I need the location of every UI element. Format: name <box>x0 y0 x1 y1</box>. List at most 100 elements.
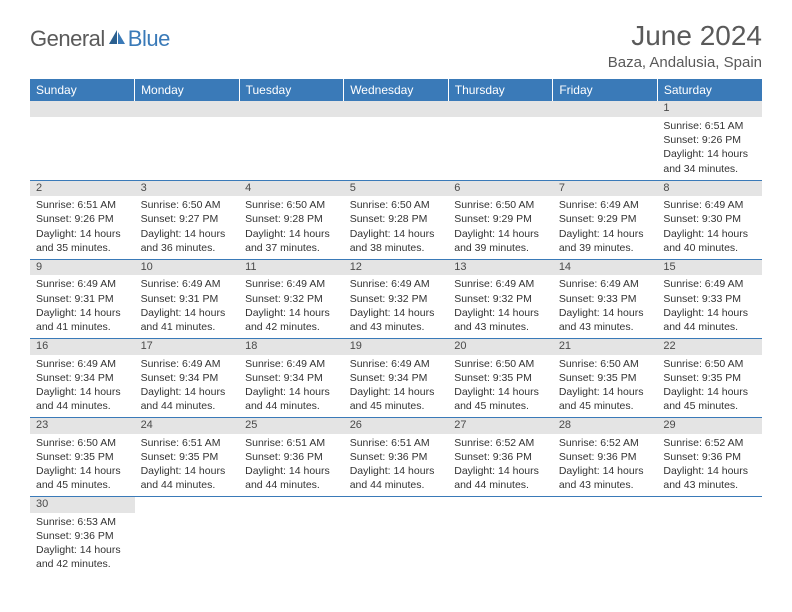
day-body-cell: Sunrise: 6:49 AMSunset: 9:33 PMDaylight:… <box>657 275 762 338</box>
day-body-row: Sunrise: 6:51 AMSunset: 9:26 PMDaylight:… <box>30 117 762 180</box>
day-number-cell: 14 <box>553 259 658 275</box>
day-number-cell <box>135 101 240 117</box>
day-number-cell: 23 <box>30 418 135 434</box>
day-number-cell: 26 <box>344 418 449 434</box>
sunset-line: Sunset: 9:34 PM <box>350 371 443 385</box>
sunset-line: Sunset: 9:33 PM <box>559 292 652 306</box>
day-number-cell: 17 <box>135 339 240 355</box>
day-body-cell: Sunrise: 6:50 AMSunset: 9:28 PMDaylight:… <box>239 196 344 259</box>
daylight-line: Daylight: 14 hours and 43 minutes. <box>663 464 756 492</box>
daylight-line: Daylight: 14 hours and 44 minutes. <box>141 385 234 413</box>
logo-text-main: General <box>30 26 105 52</box>
day-body-row: Sunrise: 6:49 AMSunset: 9:34 PMDaylight:… <box>30 355 762 418</box>
day-body-cell: Sunrise: 6:50 AMSunset: 9:35 PMDaylight:… <box>448 355 553 418</box>
day-number-cell: 11 <box>239 259 344 275</box>
day-number-cell: 12 <box>344 259 449 275</box>
weekday-header: Sunday <box>30 79 135 101</box>
daylight-line: Daylight: 14 hours and 45 minutes. <box>36 464 129 492</box>
day-number-row: 23242526272829 <box>30 418 762 434</box>
day-body-row: Sunrise: 6:50 AMSunset: 9:35 PMDaylight:… <box>30 434 762 497</box>
day-body-cell <box>344 117 449 180</box>
sunset-line: Sunset: 9:29 PM <box>559 212 652 226</box>
day-number-cell: 13 <box>448 259 553 275</box>
daylight-line: Daylight: 14 hours and 39 minutes. <box>559 227 652 255</box>
day-number-cell: 24 <box>135 418 240 434</box>
day-body-cell: Sunrise: 6:52 AMSunset: 9:36 PMDaylight:… <box>657 434 762 497</box>
day-body-cell <box>657 513 762 576</box>
sunset-line: Sunset: 9:36 PM <box>245 450 338 464</box>
calendar-page: General Blue June 2024 Baza, Andalusia, … <box>0 0 792 596</box>
sunset-line: Sunset: 9:32 PM <box>245 292 338 306</box>
sunset-line: Sunset: 9:36 PM <box>350 450 443 464</box>
sunrise-line: Sunrise: 6:53 AM <box>36 515 129 529</box>
sunset-line: Sunset: 9:34 PM <box>245 371 338 385</box>
day-body-cell <box>30 117 135 180</box>
day-body-cell: Sunrise: 6:49 AMSunset: 9:32 PMDaylight:… <box>344 275 449 338</box>
daylight-line: Daylight: 14 hours and 43 minutes. <box>350 306 443 334</box>
sunset-line: Sunset: 9:26 PM <box>663 133 756 147</box>
sunrise-line: Sunrise: 6:51 AM <box>663 119 756 133</box>
day-number-cell <box>448 497 553 513</box>
daylight-line: Daylight: 14 hours and 41 minutes. <box>36 306 129 334</box>
day-number-cell: 3 <box>135 180 240 196</box>
day-number-row: 9101112131415 <box>30 259 762 275</box>
sunset-line: Sunset: 9:33 PM <box>663 292 756 306</box>
sunset-line: Sunset: 9:29 PM <box>454 212 547 226</box>
sunset-line: Sunset: 9:30 PM <box>663 212 756 226</box>
daylight-line: Daylight: 14 hours and 41 minutes. <box>141 306 234 334</box>
sunrise-line: Sunrise: 6:51 AM <box>350 436 443 450</box>
title-block: June 2024 Baza, Andalusia, Spain <box>608 20 762 71</box>
day-body-cell: Sunrise: 6:49 AMSunset: 9:29 PMDaylight:… <box>553 196 658 259</box>
logo: General Blue <box>30 26 170 52</box>
day-body-cell <box>448 117 553 180</box>
daylight-line: Daylight: 14 hours and 38 minutes. <box>350 227 443 255</box>
sunrise-line: Sunrise: 6:51 AM <box>245 436 338 450</box>
daylight-line: Daylight: 14 hours and 40 minutes. <box>663 227 756 255</box>
sunrise-line: Sunrise: 6:50 AM <box>454 357 547 371</box>
day-body-cell: Sunrise: 6:49 AMSunset: 9:32 PMDaylight:… <box>448 275 553 338</box>
day-number-cell: 2 <box>30 180 135 196</box>
day-number-cell <box>344 497 449 513</box>
sunrise-line: Sunrise: 6:49 AM <box>141 357 234 371</box>
daylight-line: Daylight: 14 hours and 44 minutes. <box>454 464 547 492</box>
sunset-line: Sunset: 9:35 PM <box>141 450 234 464</box>
calendar-table: Sunday Monday Tuesday Wednesday Thursday… <box>30 79 762 576</box>
daylight-line: Daylight: 14 hours and 42 minutes. <box>36 543 129 571</box>
day-number-cell <box>657 497 762 513</box>
day-body-cell: Sunrise: 6:49 AMSunset: 9:31 PMDaylight:… <box>135 275 240 338</box>
day-number-cell <box>448 101 553 117</box>
weekday-header: Tuesday <box>239 79 344 101</box>
day-body-cell: Sunrise: 6:52 AMSunset: 9:36 PMDaylight:… <box>553 434 658 497</box>
sunset-line: Sunset: 9:31 PM <box>36 292 129 306</box>
month-title: June 2024 <box>608 20 762 52</box>
day-body-cell: Sunrise: 6:50 AMSunset: 9:35 PMDaylight:… <box>657 355 762 418</box>
day-number-cell: 9 <box>30 259 135 275</box>
day-body-cell: Sunrise: 6:50 AMSunset: 9:35 PMDaylight:… <box>30 434 135 497</box>
weekday-header-row: Sunday Monday Tuesday Wednesday Thursday… <box>30 79 762 101</box>
sunset-line: Sunset: 9:34 PM <box>141 371 234 385</box>
daylight-line: Daylight: 14 hours and 45 minutes. <box>350 385 443 413</box>
day-number-cell: 5 <box>344 180 449 196</box>
day-number-row: 2345678 <box>30 180 762 196</box>
daylight-line: Daylight: 14 hours and 36 minutes. <box>141 227 234 255</box>
day-number-cell: 1 <box>657 101 762 117</box>
daylight-line: Daylight: 14 hours and 45 minutes. <box>559 385 652 413</box>
sunrise-line: Sunrise: 6:49 AM <box>663 198 756 212</box>
daylight-line: Daylight: 14 hours and 43 minutes. <box>454 306 547 334</box>
weekday-header: Thursday <box>448 79 553 101</box>
day-number-cell: 16 <box>30 339 135 355</box>
daylight-line: Daylight: 14 hours and 44 minutes. <box>36 385 129 413</box>
sunset-line: Sunset: 9:35 PM <box>559 371 652 385</box>
day-body-cell <box>553 513 658 576</box>
day-body-row: Sunrise: 6:49 AMSunset: 9:31 PMDaylight:… <box>30 275 762 338</box>
sail-icon <box>107 28 127 51</box>
day-number-row: 1 <box>30 101 762 117</box>
day-number-cell: 7 <box>553 180 658 196</box>
weekday-header: Saturday <box>657 79 762 101</box>
day-body-cell: Sunrise: 6:50 AMSunset: 9:35 PMDaylight:… <box>553 355 658 418</box>
sunrise-line: Sunrise: 6:49 AM <box>350 357 443 371</box>
sunrise-line: Sunrise: 6:49 AM <box>559 198 652 212</box>
sunset-line: Sunset: 9:32 PM <box>454 292 547 306</box>
day-body-cell: Sunrise: 6:53 AMSunset: 9:36 PMDaylight:… <box>30 513 135 576</box>
day-body-cell: Sunrise: 6:51 AMSunset: 9:36 PMDaylight:… <box>344 434 449 497</box>
